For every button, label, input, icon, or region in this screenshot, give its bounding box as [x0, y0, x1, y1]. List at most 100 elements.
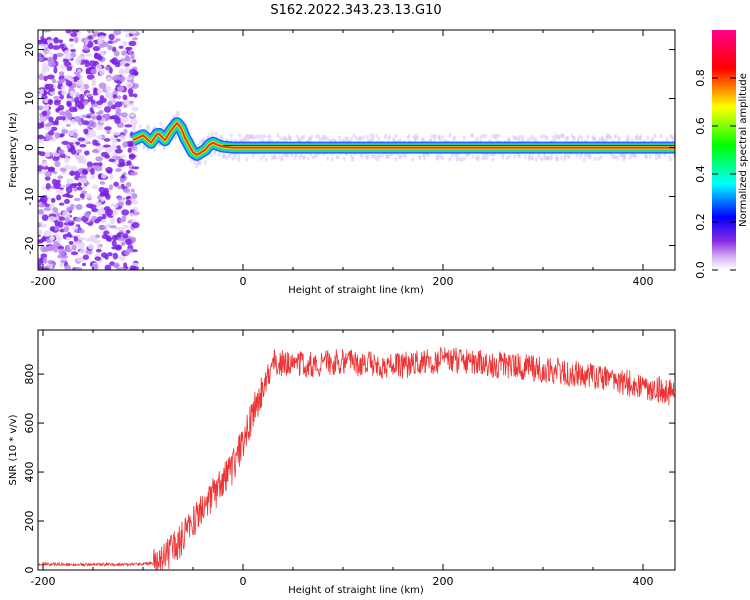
heatmap-cell — [484, 134, 488, 139]
heatmap-cell — [299, 153, 303, 158]
heatmap-cell — [38, 73, 45, 81]
heatmap-cell — [128, 40, 137, 47]
heatmap-cell — [545, 136, 549, 141]
heatmap-cell — [663, 152, 666, 157]
heatmap-cell — [63, 58, 70, 63]
heatmap-cell — [64, 156, 70, 164]
heatmap-cell — [86, 74, 95, 80]
heatmap-cell — [59, 43, 65, 49]
heatmap-cell — [53, 37, 59, 44]
heatmap-cell — [120, 241, 126, 247]
heatmap-cell — [537, 154, 540, 159]
heatmap-cell — [281, 152, 285, 157]
heatmap-cell — [108, 33, 115, 41]
heatmap-cell — [565, 152, 568, 157]
heatmap-cell — [262, 154, 266, 159]
heatmap-cell — [38, 105, 44, 111]
heatmap-cell — [147, 125, 150, 130]
heatmap-cell — [63, 198, 70, 205]
heatmap-cell — [518, 154, 521, 159]
heatmap-cell — [41, 110, 48, 117]
heatmap-cell — [131, 265, 139, 270]
heatmap-cell — [323, 134, 327, 139]
heatmap-cell — [97, 173, 103, 180]
heatmap-cell — [58, 202, 65, 206]
heatmap-cell — [41, 161, 48, 167]
heatmap-cell — [293, 155, 297, 160]
heatmap-cell — [175, 134, 178, 139]
heatmap-cell — [142, 145, 146, 150]
heatmap-cell — [422, 137, 425, 142]
heatmap-cell — [103, 106, 111, 113]
heatmap-cell — [573, 136, 576, 141]
colorbar-tick-label: 0.8 — [694, 69, 707, 87]
heatmap-cell — [43, 230, 52, 237]
heatmap-cell — [497, 133, 501, 138]
heatmap-cell — [46, 135, 53, 140]
heatmap-cell — [66, 66, 73, 72]
heatmap-cell — [303, 155, 306, 160]
heatmap-cell — [121, 209, 130, 216]
heatmap-cell — [147, 130, 150, 135]
heatmap-cell — [277, 133, 280, 138]
heatmap-cell — [278, 155, 281, 160]
heatmap-cell — [527, 154, 531, 159]
heatmap-cell — [38, 56, 44, 62]
heatmap-cell — [73, 132, 78, 139]
heatmap-cell — [96, 115, 102, 121]
heatmap-cell — [38, 134, 45, 140]
heatmap-cell — [352, 133, 356, 138]
heatmap-cell — [43, 30, 51, 33]
heatmap-cell — [96, 111, 102, 115]
heatmap-cell — [394, 134, 398, 139]
heatmap-cell — [44, 170, 53, 178]
heatmap-cell — [427, 153, 430, 158]
heatmap-cell — [646, 135, 650, 140]
heatmap-cell — [129, 118, 138, 126]
heatmap-cell — [95, 234, 101, 239]
heatmap-cell — [608, 133, 611, 138]
heatmap-cell — [38, 266, 44, 270]
heatmap-cell — [613, 154, 616, 159]
heatmap-cell — [99, 50, 106, 57]
heatmap-cell — [45, 126, 52, 131]
heatmap-cell — [345, 151, 348, 156]
heatmap-cell — [46, 50, 52, 54]
heatmap-cell — [94, 52, 99, 60]
heatmap-cell — [268, 134, 272, 139]
heatmap-cell — [261, 134, 264, 139]
heatmap-cell — [81, 120, 90, 126]
heatmap-cell — [296, 134, 299, 139]
x-tick-label: 400 — [633, 575, 654, 588]
heatmap-cell — [125, 46, 133, 51]
heatmap-cell — [121, 50, 127, 56]
heatmap-cell — [109, 173, 114, 180]
heatmap-cell — [48, 42, 54, 50]
heatmap-cell — [371, 133, 375, 138]
heatmap-cell — [120, 112, 128, 118]
heatmap-cell — [84, 211, 91, 218]
heatmap-cell — [133, 142, 136, 147]
heatmap-cell — [43, 57, 49, 61]
heatmap-cell — [57, 175, 64, 180]
heatmap-cell — [529, 138, 532, 143]
heatmap-cell — [44, 83, 50, 90]
heatmap-cell — [159, 121, 162, 126]
heatmap-cell — [92, 45, 100, 52]
heatmap-cell — [38, 229, 43, 236]
heatmap-cell — [467, 151, 471, 156]
heatmap-cell — [53, 95, 60, 100]
heatmap-cell — [232, 151, 236, 156]
heatmap-cell — [379, 154, 382, 159]
heatmap-cell — [289, 137, 292, 142]
heatmap-cell — [487, 152, 490, 157]
heatmap-cell — [77, 137, 86, 142]
heatmap-cell — [362, 135, 365, 140]
heatmap-cell — [70, 52, 77, 58]
heatmap-cell — [241, 138, 244, 143]
heatmap-cell — [54, 118, 59, 126]
heatmap-cell — [230, 133, 233, 138]
heatmap-cell — [77, 54, 85, 61]
x-tick-label: 200 — [433, 275, 454, 288]
heatmap-cell — [298, 155, 302, 160]
